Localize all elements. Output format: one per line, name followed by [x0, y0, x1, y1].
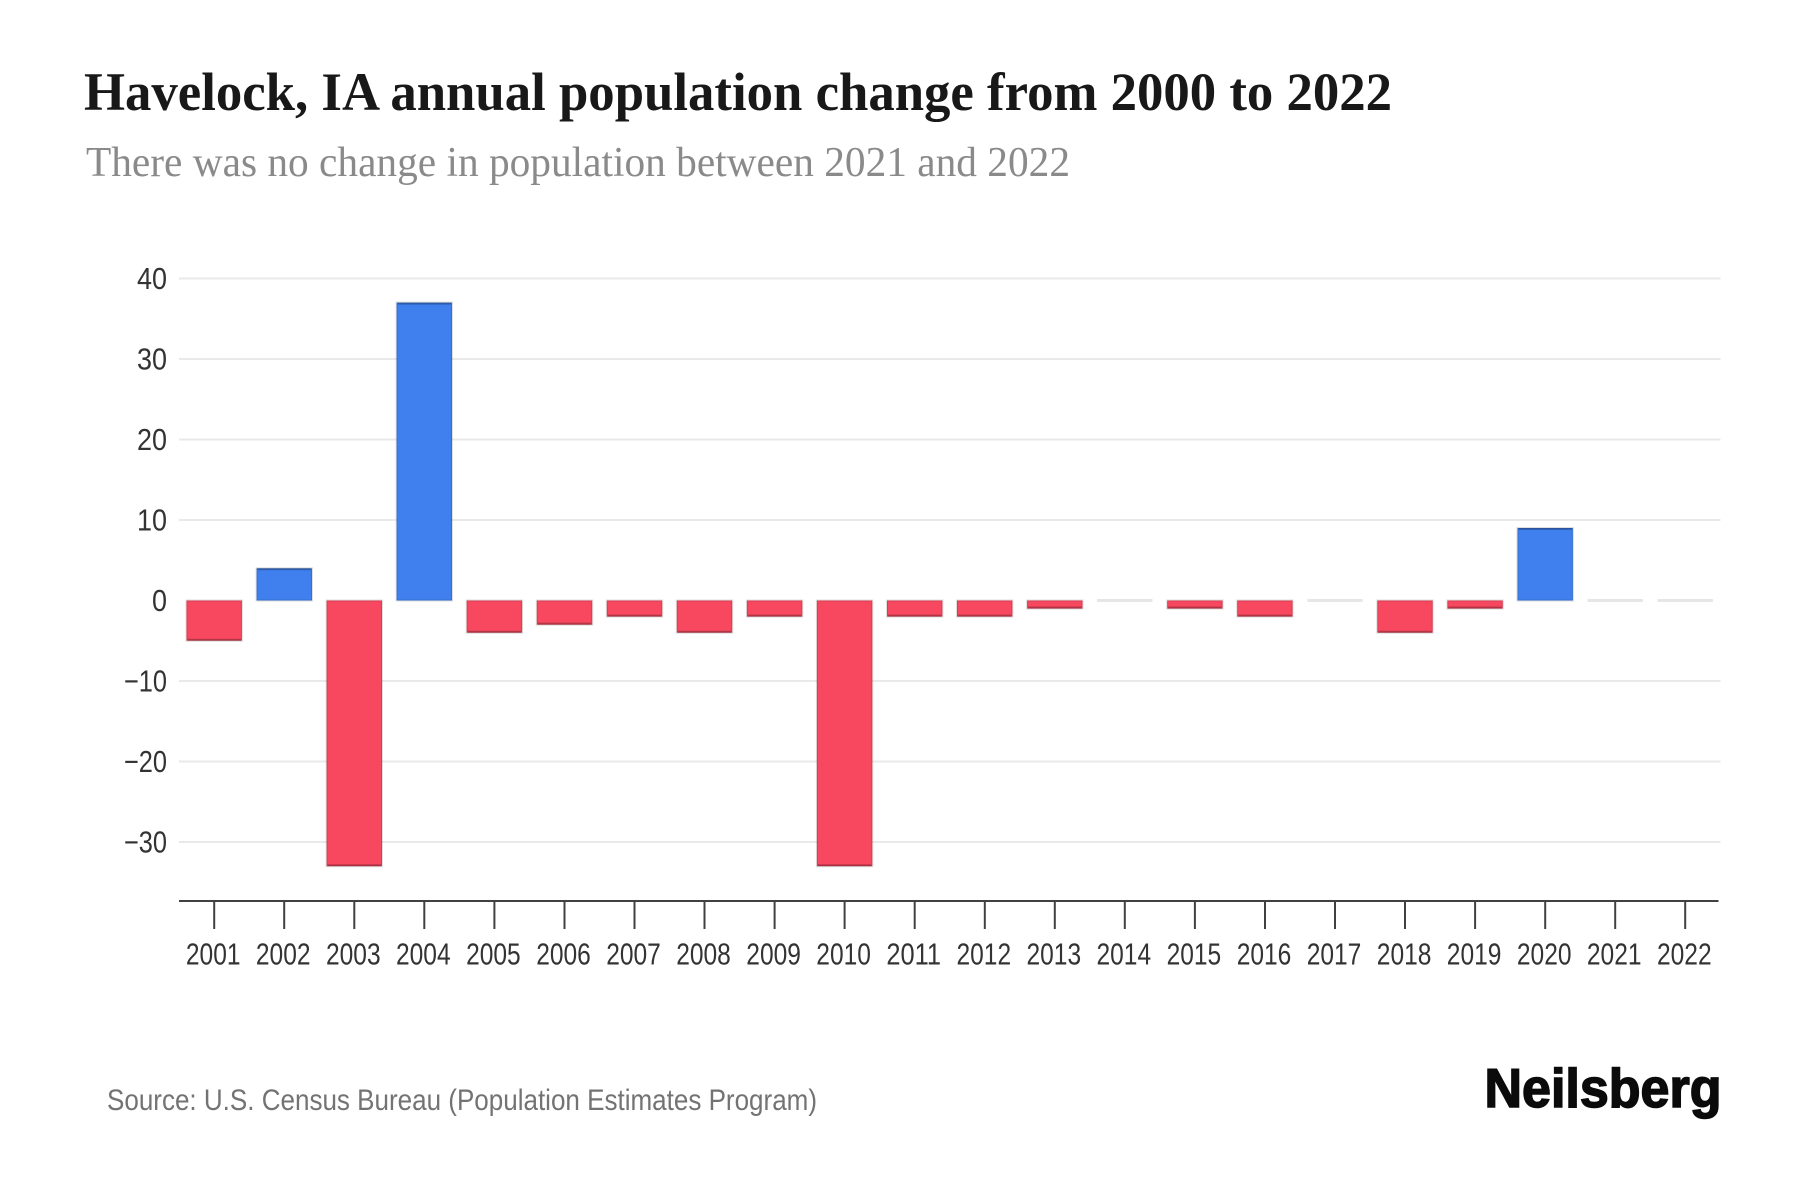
svg-text:0: 0 [152, 584, 167, 618]
svg-text:2019: 2019 [1447, 938, 1502, 972]
svg-text:2009: 2009 [746, 938, 801, 972]
svg-text:2016: 2016 [1237, 938, 1292, 972]
svg-text:20: 20 [137, 423, 167, 457]
svg-text:Neilsberg: Neilsberg [1485, 1057, 1722, 1119]
svg-text:Havelock, IA annual population: Havelock, IA annual population change fr… [84, 62, 1392, 122]
svg-text:2006: 2006 [536, 938, 591, 972]
svg-text:2007: 2007 [606, 938, 661, 972]
svg-text:2022: 2022 [1657, 938, 1712, 972]
svg-text:2010: 2010 [816, 938, 871, 972]
svg-text:−10: −10 [124, 665, 167, 699]
svg-text:2014: 2014 [1097, 938, 1152, 972]
svg-text:−30: −30 [124, 826, 167, 860]
svg-text:2017: 2017 [1307, 938, 1362, 972]
svg-text:2004: 2004 [396, 938, 451, 972]
svg-text:Source: U.S. Census Bureau (Po: Source: U.S. Census Bureau (Population E… [107, 1084, 817, 1117]
svg-text:2018: 2018 [1377, 938, 1432, 972]
svg-text:2015: 2015 [1167, 938, 1222, 972]
svg-text:2013: 2013 [1027, 938, 1082, 972]
svg-text:2020: 2020 [1517, 938, 1572, 972]
svg-text:−20: −20 [124, 745, 167, 779]
svg-text:2005: 2005 [466, 938, 521, 972]
svg-text:There was no change in populat: There was no change in population betwee… [86, 140, 1070, 186]
svg-text:2003: 2003 [326, 938, 381, 972]
svg-text:40: 40 [137, 262, 167, 296]
svg-text:2011: 2011 [886, 938, 941, 972]
svg-text:2021: 2021 [1587, 938, 1642, 972]
svg-text:2002: 2002 [256, 938, 311, 972]
svg-text:2012: 2012 [957, 938, 1012, 972]
svg-text:10: 10 [137, 504, 167, 538]
svg-text:2008: 2008 [676, 938, 731, 972]
svg-text:2001: 2001 [186, 938, 241, 972]
svg-text:30: 30 [137, 343, 167, 377]
